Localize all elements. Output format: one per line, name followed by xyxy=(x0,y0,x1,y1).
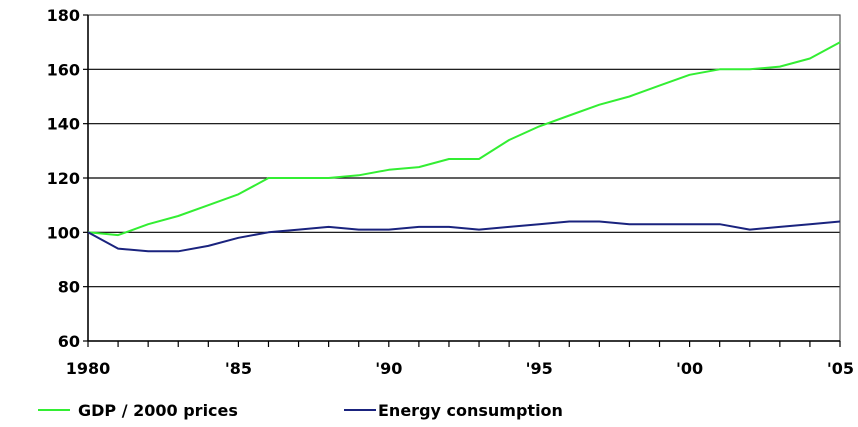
x-tick-label-1980: 1980 xyxy=(66,359,111,378)
series-lines xyxy=(87,41,841,253)
x-tick-label-85: '85 xyxy=(225,359,252,378)
legend-label-0: GDP / 2000 prices xyxy=(78,401,238,420)
y-tick-label-100: 100 xyxy=(47,223,80,242)
y-tick-labels: 60 80 100 120 140 160 180 xyxy=(47,6,80,351)
y-tick-label-180: 180 xyxy=(47,6,80,25)
y-tick-label-60: 60 xyxy=(58,332,80,351)
legend-label-1: Energy consumption xyxy=(378,401,563,420)
x-tick-label-00: '00 xyxy=(676,359,703,378)
x-tick-label-90: '90 xyxy=(375,359,402,378)
series-line-energy xyxy=(87,220,841,253)
y-tick-label-160: 160 xyxy=(47,60,80,79)
y-tick-label-140: 140 xyxy=(47,115,80,134)
x-tick-label-05: '05 xyxy=(827,359,854,378)
legend: GDP / 2000 prices Energy consumption xyxy=(38,401,563,420)
axes xyxy=(83,14,841,347)
y-tick-label-80: 80 xyxy=(58,278,80,297)
y-tick-label-120: 120 xyxy=(47,169,80,188)
grid-lines xyxy=(88,68,840,288)
x-tick-label-95: '95 xyxy=(526,359,553,378)
series-line-gdp xyxy=(87,41,841,237)
x-tick-labels: 1980 '85 '90 '95 '00 '05 xyxy=(66,359,854,378)
